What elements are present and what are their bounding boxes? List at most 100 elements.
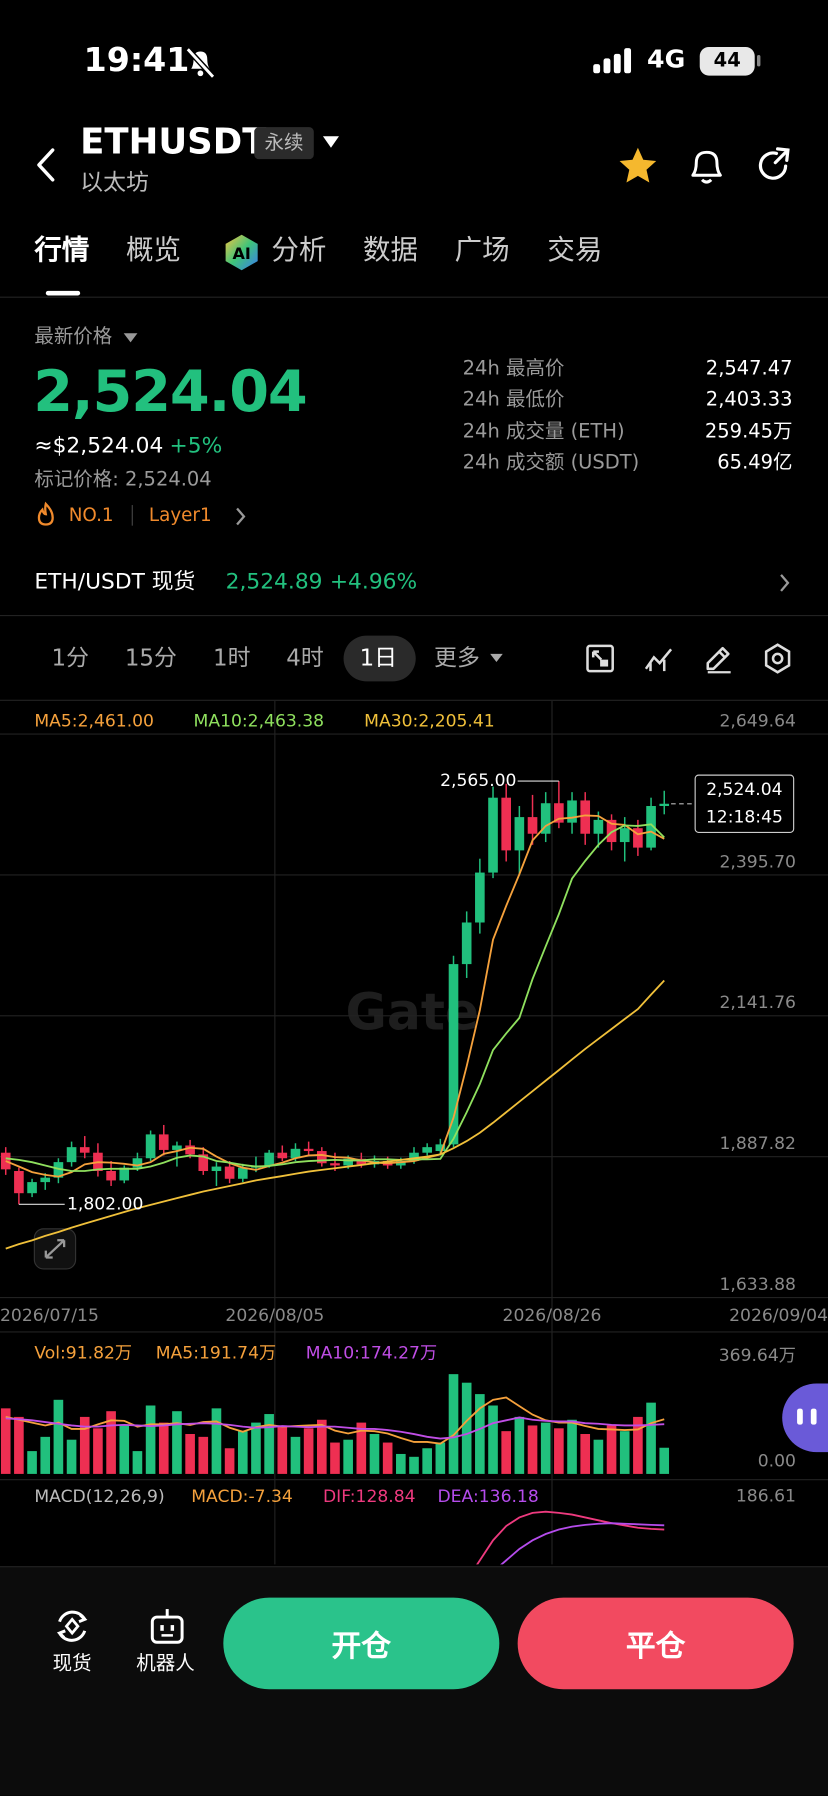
battery-tip bbox=[756, 54, 761, 67]
candle-body bbox=[514, 817, 525, 851]
price-tag-box bbox=[694, 774, 795, 833]
interval-selected-bg bbox=[343, 635, 416, 682]
candle-body bbox=[343, 1158, 353, 1166]
spot-pair[interactable]: ETH/USDT 现货 bbox=[34, 569, 196, 595]
spot-chevron[interactable] bbox=[779, 574, 790, 592]
vol-ma-line bbox=[5, 1416, 665, 1440]
candle-body bbox=[501, 797, 512, 851]
volume-bar bbox=[554, 1428, 564, 1474]
ma-line bbox=[5, 814, 665, 1178]
robot-nav-label[interactable]: 机器人 bbox=[136, 1652, 195, 1676]
candle-body bbox=[40, 1177, 51, 1183]
candle-body bbox=[185, 1145, 195, 1155]
candle-body bbox=[106, 1171, 116, 1181]
candle-body bbox=[409, 1152, 419, 1162]
volume-bar bbox=[158, 1422, 169, 1474]
y-tick-label: 1,633.88 bbox=[720, 1275, 796, 1295]
vol-ma-label: MA5:191.74万 bbox=[156, 1344, 276, 1364]
candle-body bbox=[132, 1158, 143, 1168]
more-dropdown[interactable] bbox=[490, 653, 503, 663]
volume-bar bbox=[277, 1425, 288, 1474]
stat-value: 259.45万 bbox=[704, 420, 793, 444]
indicator-button[interactable] bbox=[644, 644, 674, 674]
candle-body bbox=[593, 819, 604, 834]
volume-bar bbox=[435, 1442, 446, 1474]
interval[interactable]: 1分 bbox=[51, 643, 90, 672]
fullscreen-button[interactable] bbox=[585, 644, 615, 674]
tab[interactable]: 分析 bbox=[271, 233, 327, 266]
robot-icon[interactable] bbox=[149, 1607, 186, 1646]
divider bbox=[0, 614, 828, 617]
back-button[interactable] bbox=[34, 147, 57, 184]
open-position-button[interactable]: 开仓 bbox=[223, 1597, 500, 1690]
rank-tag[interactable]: NO.1 bbox=[68, 503, 114, 526]
draw-button[interactable] bbox=[703, 644, 733, 674]
interval-selected[interactable]: 1日 bbox=[359, 643, 398, 672]
y-tick-label: 1,887.82 bbox=[720, 1134, 796, 1154]
settings-button[interactable] bbox=[763, 642, 793, 674]
interval[interactable]: 1时 bbox=[213, 643, 251, 672]
candle-body bbox=[224, 1166, 235, 1179]
close-position-button[interactable]: 平仓 bbox=[517, 1597, 794, 1690]
asset-name: 以太坊 bbox=[80, 168, 149, 196]
x-tick-label: 2026/08/05 bbox=[225, 1306, 324, 1326]
interval[interactable]: 4时 bbox=[286, 643, 324, 672]
tab[interactable]: 广场 bbox=[454, 233, 510, 266]
price-label[interactable]: 最新价格 bbox=[34, 325, 113, 349]
volume-bar bbox=[145, 1405, 156, 1474]
candle-body bbox=[396, 1161, 406, 1166]
candle-body bbox=[290, 1148, 301, 1159]
volume-bar bbox=[316, 1419, 327, 1474]
price-dropdown[interactable] bbox=[123, 333, 138, 343]
low-label: 1,802.00 bbox=[67, 1194, 143, 1214]
volume-bar bbox=[659, 1447, 670, 1474]
share-button[interactable] bbox=[756, 147, 793, 186]
favorite-button[interactable] bbox=[618, 147, 657, 186]
price-tag-countdown: 12:18:45 bbox=[706, 808, 783, 828]
usd-price: ≈$2,524.04 bbox=[34, 432, 164, 459]
candle-body bbox=[554, 803, 564, 823]
tab[interactable]: 概览 bbox=[125, 233, 181, 266]
tag-chevron[interactable] bbox=[235, 507, 246, 526]
stat-value: 65.49亿 bbox=[717, 451, 793, 475]
stat-label: 24h 成交量 (ETH) bbox=[462, 420, 625, 444]
macd-value-label: MACD:-7.34 bbox=[191, 1487, 293, 1507]
stat-label: 24h 最高价 bbox=[462, 357, 565, 381]
candle-body bbox=[567, 800, 577, 823]
volume-bar bbox=[237, 1431, 248, 1474]
tab[interactable]: 行情 bbox=[34, 233, 90, 266]
candle-body bbox=[330, 1163, 340, 1166]
mark-price: 标记价格: 2,524.04 bbox=[34, 468, 212, 492]
tab[interactable]: 数据 bbox=[363, 233, 419, 266]
symbol-dropdown[interactable] bbox=[322, 136, 339, 150]
symbol[interactable]: ETHUSDT bbox=[80, 121, 267, 163]
stat-label: 24h 最低价 bbox=[462, 388, 565, 412]
contract-badge: 永续 bbox=[254, 127, 314, 160]
candle-body bbox=[303, 1148, 314, 1152]
assistant-bubble[interactable] bbox=[782, 1383, 828, 1453]
stat-value: 2,403.33 bbox=[705, 388, 793, 412]
volume-bar bbox=[211, 1408, 222, 1474]
spot-nav-label[interactable]: 现货 bbox=[52, 1652, 92, 1676]
macd-line-label: DIF:128.84 bbox=[323, 1487, 416, 1507]
price-tag-price: 2,524.04 bbox=[706, 780, 782, 800]
sector-tag[interactable]: Layer1 bbox=[148, 503, 212, 526]
candle-body bbox=[580, 800, 591, 834]
interval-more[interactable]: 更多 bbox=[434, 643, 480, 672]
candle-body bbox=[527, 817, 538, 834]
volume-bar bbox=[527, 1425, 538, 1474]
network-label: 4G bbox=[647, 45, 686, 75]
macd-line bbox=[500, 1522, 665, 1565]
volume-bar bbox=[106, 1411, 116, 1474]
tab[interactable]: 交易 bbox=[547, 233, 603, 266]
volume-bar bbox=[396, 1453, 406, 1474]
high-label: 2,565.00 bbox=[440, 771, 516, 791]
volume-bar bbox=[646, 1402, 656, 1474]
interval[interactable]: 15分 bbox=[124, 643, 177, 672]
expand-button[interactable] bbox=[33, 1228, 77, 1270]
volume-bar bbox=[66, 1439, 77, 1474]
alert-button[interactable] bbox=[688, 147, 725, 186]
volume-bar bbox=[382, 1442, 393, 1474]
spot-icon[interactable] bbox=[54, 1608, 91, 1645]
